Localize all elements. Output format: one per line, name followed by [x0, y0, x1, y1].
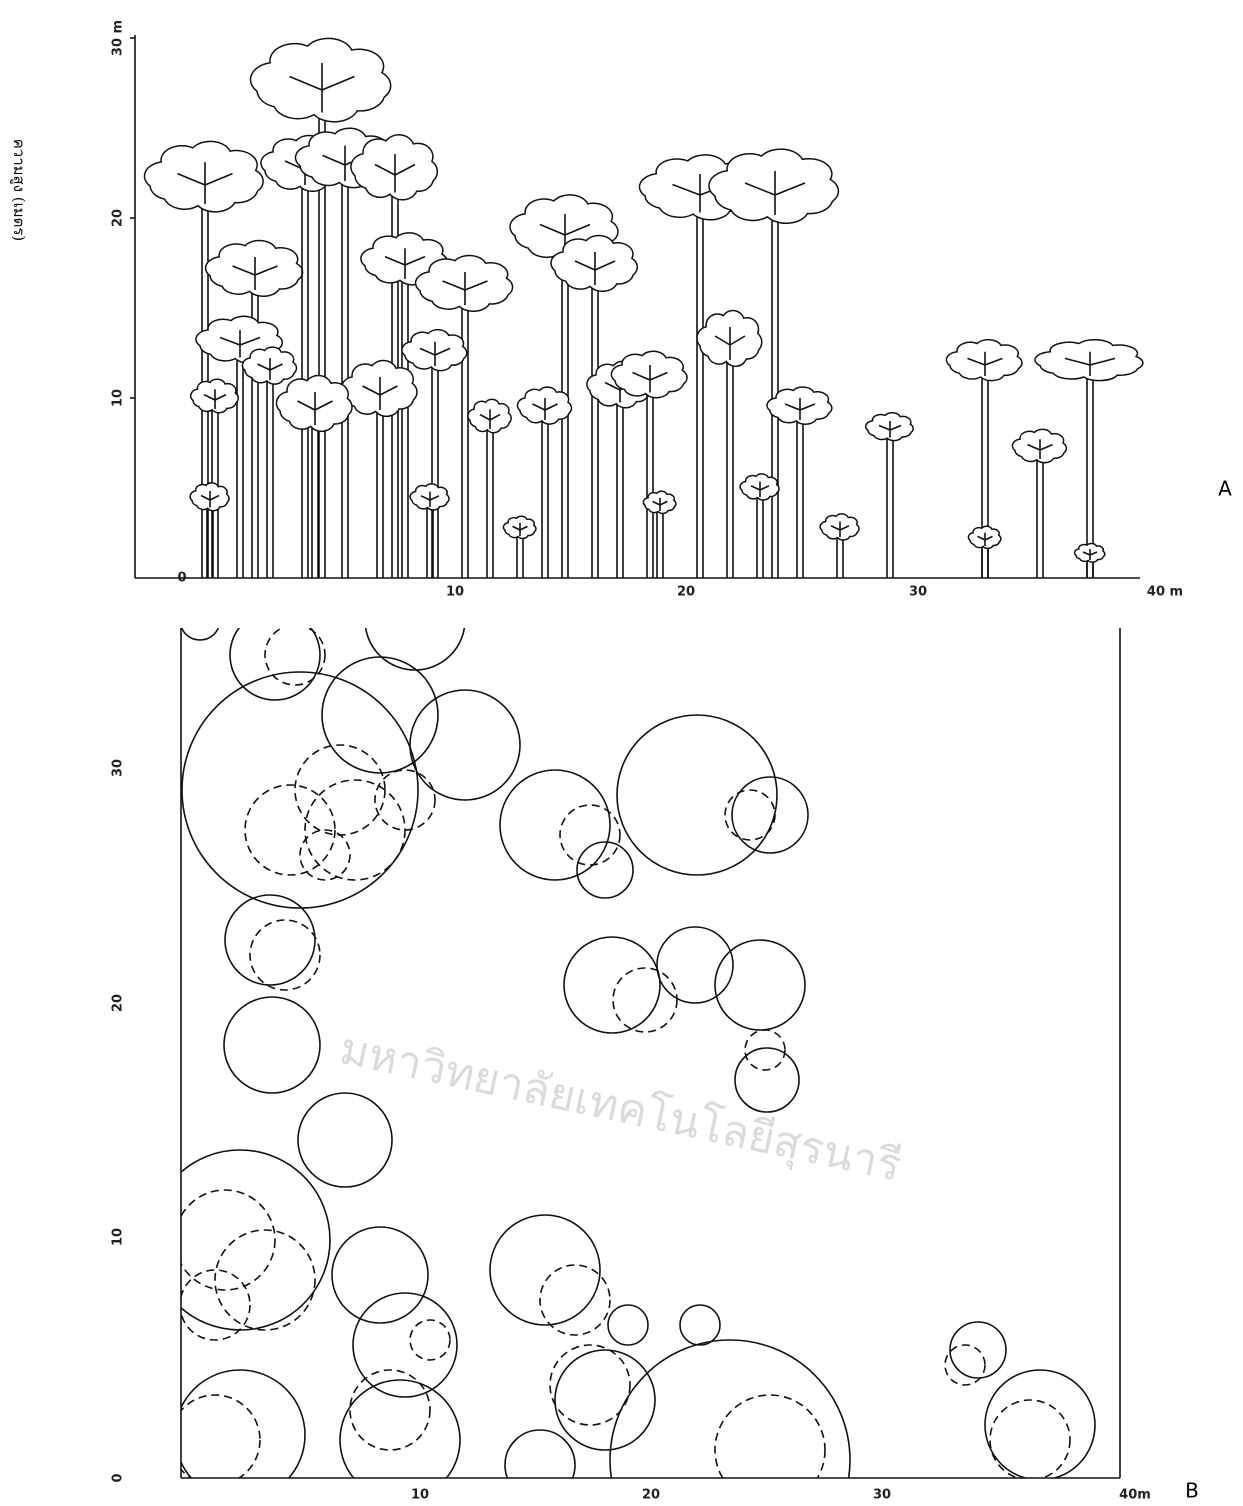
- trunk: [402, 265, 408, 578]
- trunk: [697, 195, 703, 578]
- crown-outline: [230, 610, 320, 700]
- crown-outline: [680, 1305, 720, 1345]
- trunk: [797, 410, 803, 578]
- trunk: [772, 195, 778, 578]
- trunk: [312, 410, 318, 578]
- trunk: [377, 395, 383, 578]
- y-tick-label: 0: [111, 1473, 126, 1482]
- x-tick-label: 40m: [1119, 1488, 1151, 1503]
- lower-crown-outline: [990, 1400, 1070, 1480]
- lower-crown-outline: [250, 920, 320, 990]
- trunk: [462, 290, 468, 578]
- x-tick-label: 20: [642, 1488, 660, 1503]
- x-tick-label: 30: [873, 1488, 891, 1503]
- lower-crown-outline: [375, 770, 435, 830]
- trunk: [617, 390, 623, 578]
- crown-outline: [735, 1048, 799, 1112]
- crown-outline: [175, 1370, 305, 1500]
- lower-crown-outline: [715, 1395, 825, 1505]
- y-tick-label: 20: [111, 994, 126, 1012]
- crown: [206, 240, 303, 296]
- x-tick-label: 10: [411, 1488, 429, 1503]
- crown-outline: [505, 1430, 575, 1500]
- crown: [144, 141, 263, 212]
- trunk: [757, 490, 763, 578]
- trunk: [647, 380, 653, 578]
- lower-crown-outline: [215, 1230, 315, 1330]
- crown-outline: [555, 1350, 655, 1450]
- crown-outline: [340, 1380, 460, 1500]
- crown-outline: [332, 1227, 428, 1323]
- x-tick-label: 10: [446, 585, 464, 600]
- panel-label: A: [1218, 477, 1232, 501]
- crown-outline: [182, 672, 418, 908]
- lower-crown-outline: [560, 805, 620, 865]
- lower-crown-outline: [945, 1345, 985, 1385]
- lower-crown-outline: [295, 745, 385, 835]
- crown-outline: [180, 600, 220, 640]
- trunk: [302, 170, 308, 578]
- lower-crown-outline: [170, 1395, 260, 1485]
- lower-crown-outline: [410, 1320, 450, 1360]
- trunk: [887, 430, 893, 578]
- trunk: [727, 345, 733, 578]
- crown-outline: [298, 1093, 392, 1187]
- lower-crown-outline: [265, 625, 325, 685]
- y-tick-label: 30 m: [111, 20, 126, 56]
- lower-crown-outline: [550, 1345, 630, 1425]
- trunk: [542, 410, 548, 578]
- y-tick-label: 10: [111, 1228, 126, 1246]
- crown-outline: [732, 777, 808, 853]
- y-axis-label: ความสูง (เมตร): [10, 139, 28, 242]
- y-tick-label: 10: [111, 389, 126, 407]
- crown-outline: [150, 1150, 330, 1330]
- crown-outline: [410, 690, 520, 800]
- crown-outline: [224, 997, 320, 1093]
- forest-profile-figure: ความสูง (เมตร) A B 0 102030 m10203040 m …: [0, 0, 1243, 1506]
- crown-outline: [225, 895, 315, 985]
- trunk: [267, 370, 273, 578]
- panel-label: B: [1185, 1479, 1199, 1503]
- trunk: [237, 345, 243, 578]
- y-tick-label: 30: [111, 759, 126, 777]
- crown-projections: [150, 570, 1095, 1506]
- crown-map-panel: 0 10 20 30 10 20 30 40m: [111, 570, 1151, 1506]
- lower-crown-outline: [613, 968, 677, 1032]
- y-tick-label: 20: [111, 209, 126, 227]
- trunk: [487, 420, 493, 578]
- crown-outline: [657, 927, 733, 1003]
- crown-outline: [564, 937, 660, 1033]
- crown-outline: [490, 1215, 600, 1325]
- profile-panel: 10 20 30 m 10 20 30 40 m: [111, 20, 1184, 600]
- lower-crown-outline: [300, 830, 350, 880]
- x-tick-label: 40 m: [1147, 585, 1183, 600]
- lower-crown-outline: [175, 1190, 275, 1290]
- crown-outline: [610, 1340, 850, 1506]
- crown-outline: [322, 657, 438, 773]
- crown: [1035, 340, 1143, 381]
- crown: [250, 38, 390, 122]
- crown-outline: [608, 1305, 648, 1345]
- trunk: [657, 505, 663, 578]
- trunk: [342, 165, 348, 578]
- crown-outline: [985, 1370, 1095, 1480]
- lower-crown-outline: [245, 785, 335, 875]
- crown-outline: [500, 770, 610, 880]
- x-tick-label: 30: [909, 585, 927, 600]
- crown-outline: [715, 940, 805, 1030]
- watermark: มหาวิทยาลัยเทคโนโลยีสุรนารี: [335, 1023, 905, 1193]
- trunk: [1037, 450, 1043, 578]
- crown-outline: [617, 715, 777, 875]
- crown-outline: [353, 1293, 457, 1397]
- x-tick-label: 20: [677, 585, 695, 600]
- trunk: [592, 270, 598, 578]
